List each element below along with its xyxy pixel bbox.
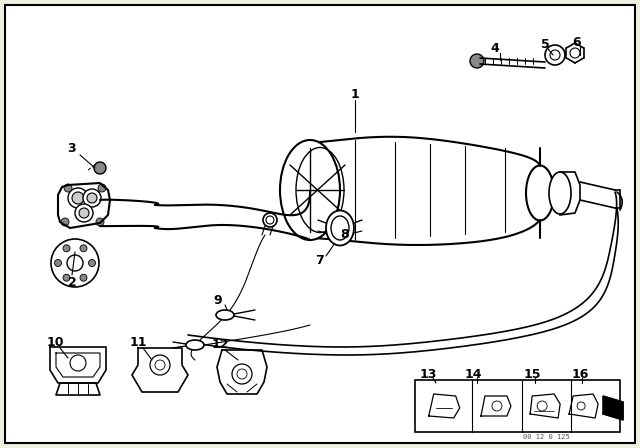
Polygon shape	[56, 383, 100, 395]
Text: 12: 12	[211, 339, 228, 352]
Circle shape	[232, 364, 252, 384]
Ellipse shape	[326, 211, 354, 246]
Circle shape	[67, 255, 83, 271]
Text: 16: 16	[572, 367, 589, 380]
Text: 14: 14	[464, 367, 482, 380]
Circle shape	[96, 218, 104, 226]
Circle shape	[80, 274, 87, 281]
Ellipse shape	[526, 165, 554, 220]
Circle shape	[61, 218, 69, 226]
Circle shape	[88, 259, 95, 267]
Circle shape	[79, 208, 89, 218]
Polygon shape	[429, 394, 460, 418]
Circle shape	[51, 239, 99, 287]
Text: 10: 10	[46, 336, 64, 349]
Text: 1: 1	[351, 89, 360, 102]
Text: 3: 3	[68, 142, 76, 155]
Ellipse shape	[280, 140, 340, 240]
Polygon shape	[58, 183, 110, 228]
Circle shape	[83, 189, 101, 207]
Circle shape	[63, 274, 70, 281]
Bar	[415, 380, 620, 432]
Circle shape	[64, 184, 72, 192]
Circle shape	[94, 162, 106, 174]
Circle shape	[98, 184, 106, 192]
Ellipse shape	[549, 172, 571, 214]
Text: 6: 6	[573, 35, 581, 48]
Polygon shape	[50, 347, 106, 383]
Circle shape	[68, 188, 88, 208]
Circle shape	[470, 54, 484, 68]
Text: 8: 8	[340, 228, 349, 241]
Text: 15: 15	[524, 367, 541, 380]
Polygon shape	[481, 396, 511, 416]
Text: 5: 5	[541, 38, 549, 51]
Text: 9: 9	[214, 293, 222, 306]
Text: 00 12 0 125: 00 12 0 125	[524, 434, 570, 440]
Polygon shape	[132, 348, 188, 392]
Polygon shape	[603, 396, 623, 420]
Text: 2: 2	[68, 276, 76, 289]
Circle shape	[75, 204, 93, 222]
Circle shape	[80, 245, 87, 252]
Circle shape	[87, 193, 97, 203]
Text: 13: 13	[419, 367, 436, 380]
Circle shape	[263, 213, 277, 227]
Text: 7: 7	[316, 254, 324, 267]
Text: 4: 4	[491, 42, 499, 55]
Circle shape	[63, 245, 70, 252]
Ellipse shape	[216, 310, 234, 320]
Circle shape	[72, 192, 84, 204]
Ellipse shape	[186, 340, 204, 350]
Circle shape	[545, 45, 565, 65]
Polygon shape	[569, 394, 598, 418]
Polygon shape	[217, 350, 267, 394]
Text: 11: 11	[129, 336, 147, 349]
Polygon shape	[530, 394, 560, 418]
Circle shape	[54, 259, 61, 267]
